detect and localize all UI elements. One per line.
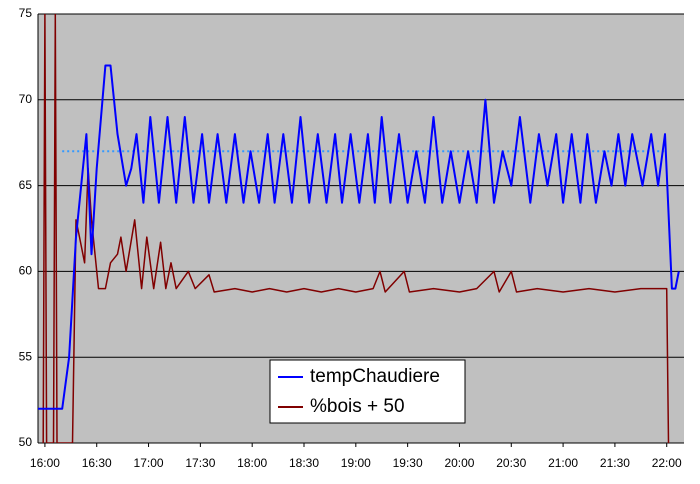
y-tick-label: 75	[19, 6, 33, 20]
legend-label: %bois + 50	[310, 396, 405, 417]
series-line	[38, 64, 680, 410]
x-tick-label: 18:30	[289, 456, 319, 470]
x-tick-label: 22:00	[652, 456, 682, 470]
x-tick-label: 17:00	[134, 456, 164, 470]
x-tick-label: 16:00	[30, 456, 60, 470]
y-tick-label: 70	[19, 92, 33, 106]
plot-lines	[38, 14, 680, 443]
x-tick-label: 19:30	[393, 456, 423, 470]
legend-box	[269, 359, 466, 424]
y-tick-label: 50	[19, 435, 33, 449]
x-tick-label: 21:00	[548, 456, 578, 470]
x-tick-label: 18:00	[237, 456, 267, 470]
x-tick-label: 20:30	[496, 456, 526, 470]
x-tick-label: 19:00	[341, 456, 371, 470]
legend-label: tempChaudiere	[310, 366, 440, 387]
x-tick-label: 16:30	[82, 456, 112, 470]
x-tick-label: 17:30	[185, 456, 215, 470]
x-tick-label: 20:00	[444, 456, 474, 470]
y-tick-label: 60	[19, 264, 33, 278]
x-tick-label: 21:30	[600, 456, 630, 470]
y-tick-label: 55	[19, 349, 33, 363]
y-tick-label: 65	[19, 178, 33, 192]
series-line	[42, 14, 670, 443]
